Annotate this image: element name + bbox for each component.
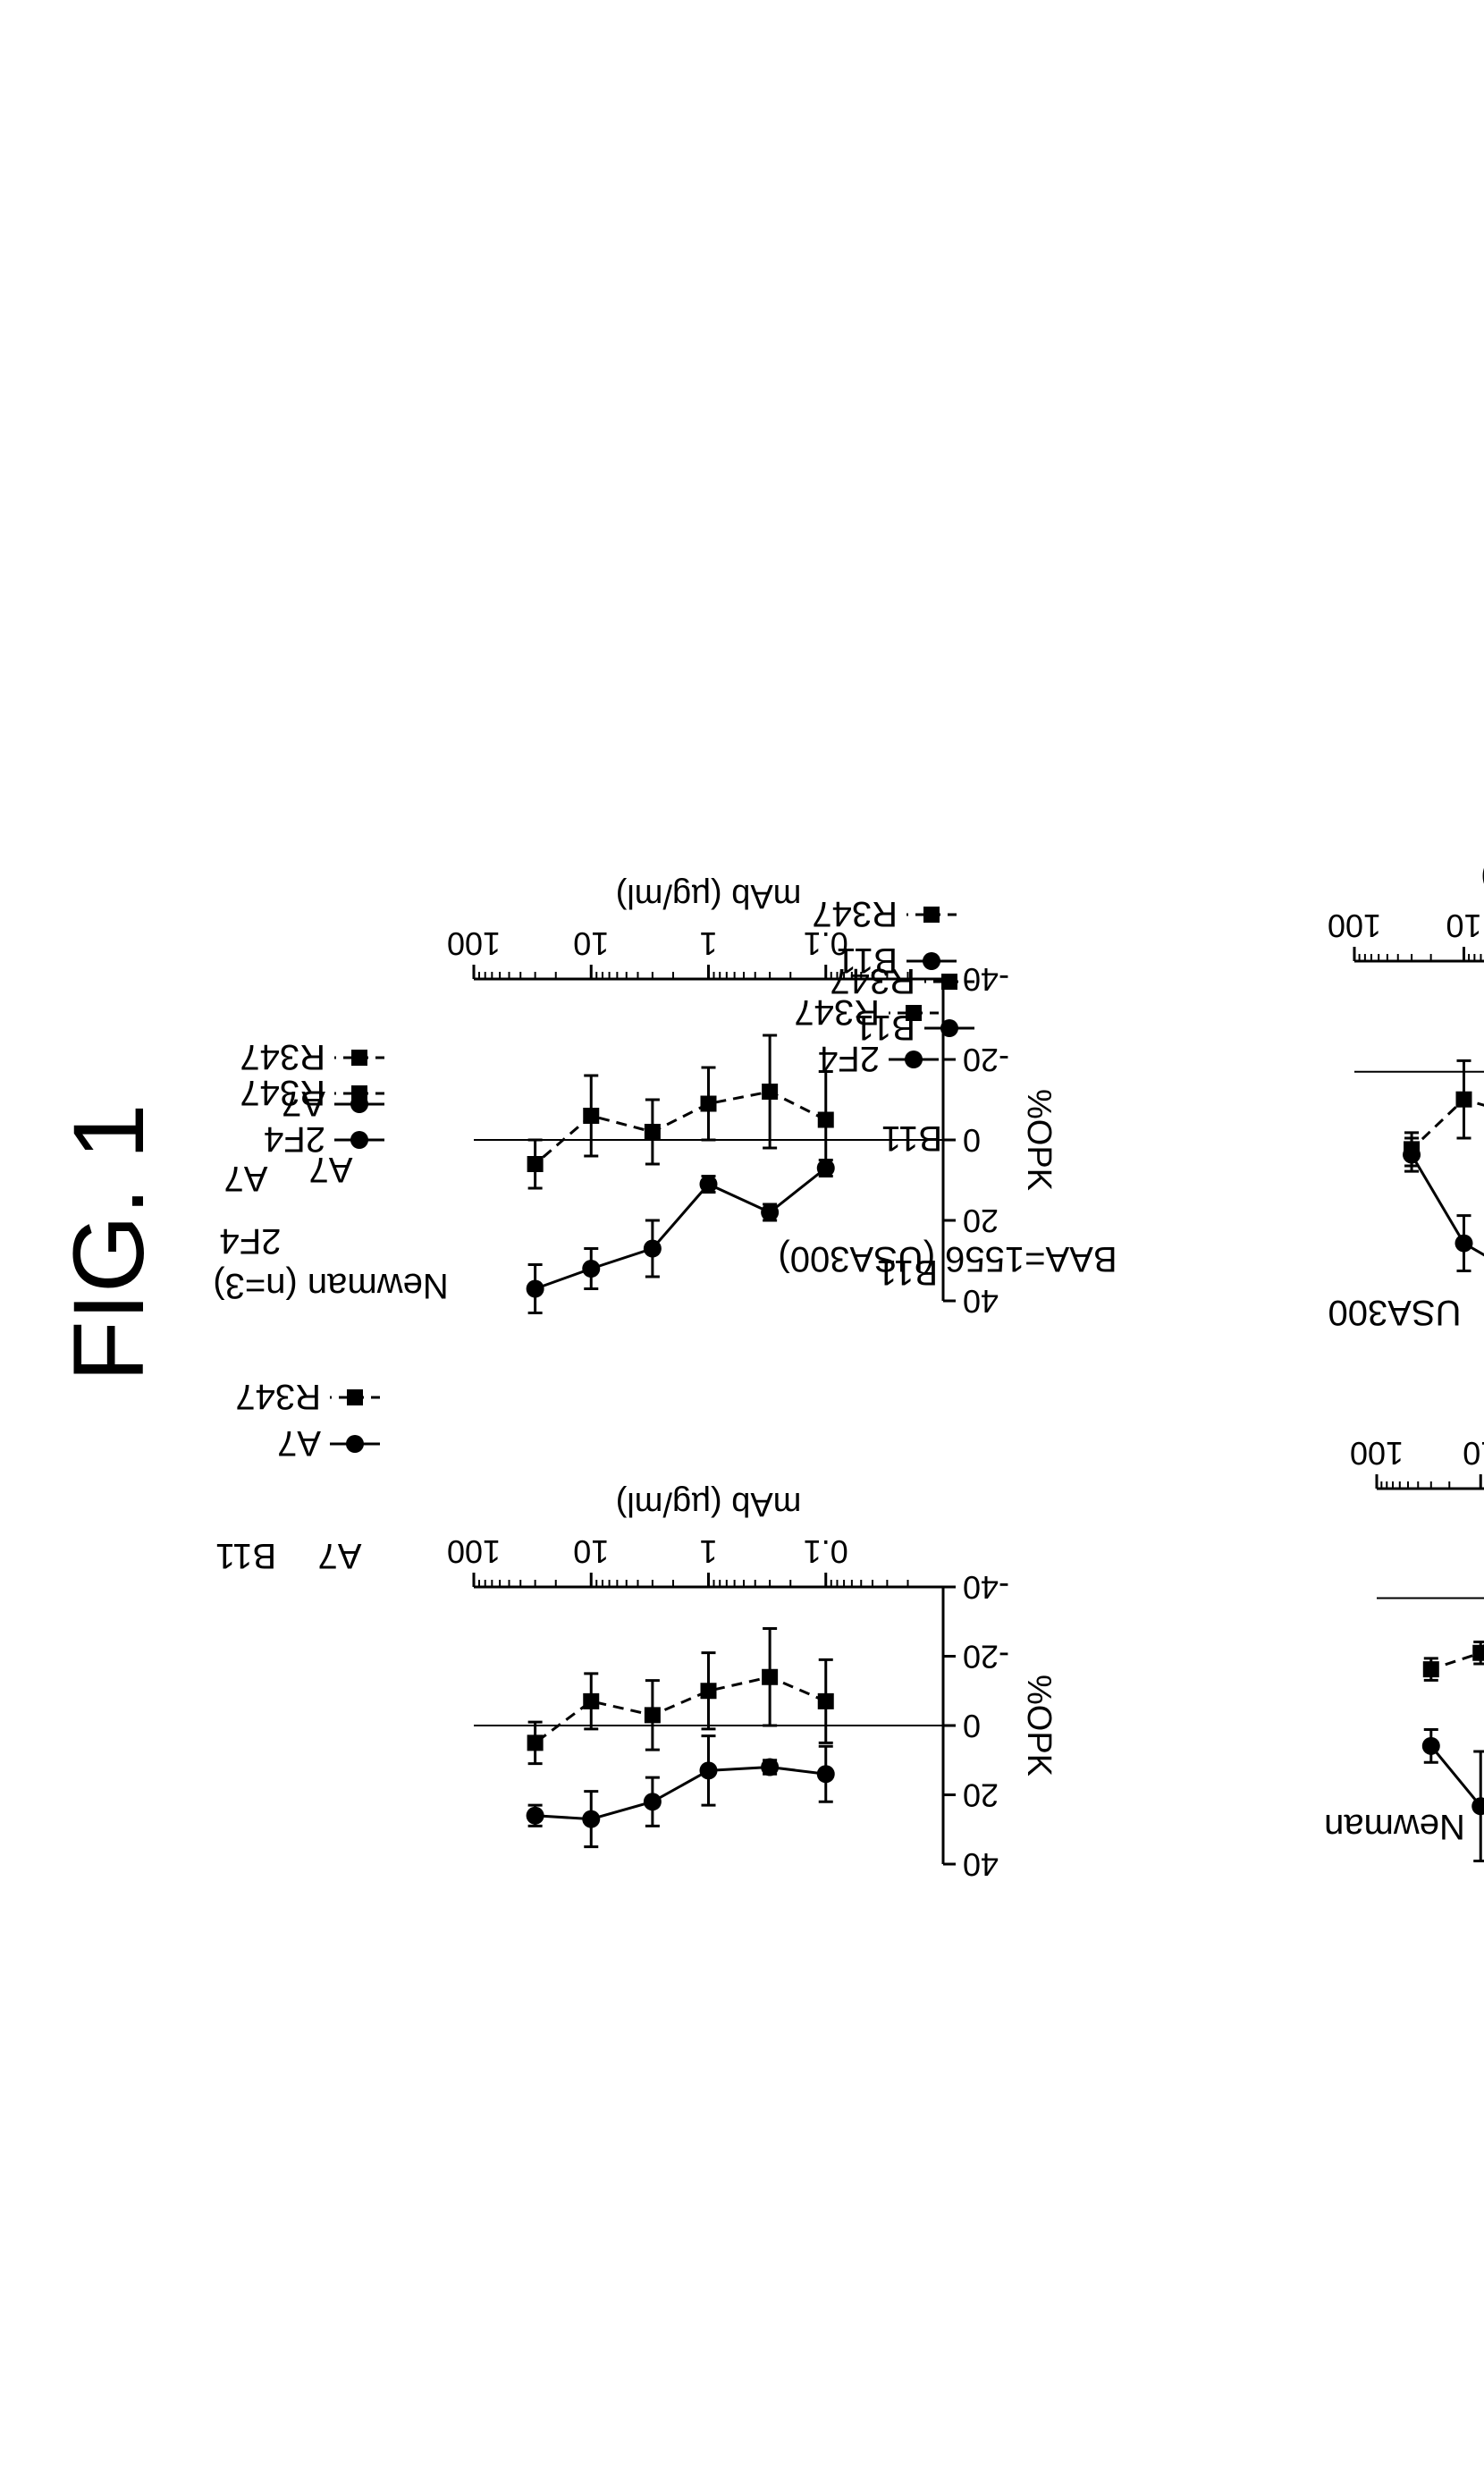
data-point-circle (700, 1761, 718, 1779)
y-tick-label: -40 (963, 1569, 1009, 1606)
data-point-square (762, 1084, 778, 1100)
y-axis-title: %OPK (1020, 1675, 1058, 1776)
x-tick-label: 100 (447, 1533, 501, 1570)
y-tick-label: -40 (963, 961, 1009, 998)
series-line-2F4 (1412, 1155, 1484, 1277)
data-point-circle (644, 1240, 662, 1258)
legend-label: B11 (855, 1008, 915, 1047)
y-tick-label: -20 (963, 1639, 1009, 1675)
plot-title-p1: B11 (215, 1536, 276, 1575)
data-point-circle (582, 1810, 600, 1828)
x-tick-label: 0.1 (804, 1533, 848, 1570)
data-point-square (1404, 1141, 1420, 1157)
data-point-circle (817, 1765, 835, 1783)
figure-title: FIG. 1 (53, 1103, 164, 1381)
legend-label: R347 (240, 1037, 325, 1076)
data-point-square (701, 1683, 717, 1699)
data-point-square (1423, 1661, 1439, 1677)
legend-marker-circle (905, 1051, 923, 1068)
legend-marker-circle (350, 1131, 368, 1149)
legend-marker-circle (923, 952, 940, 970)
legend-marker-circle (346, 1435, 364, 1453)
data-point-circle (1471, 1797, 1484, 1815)
x-tick-label: 1 (699, 1533, 717, 1570)
plot-title-p3: A7 (224, 1159, 268, 1198)
chart-p2: -2002040600.1110100mAb (µg/ml)%OPK (1350, 1387, 1484, 1945)
data-point-square (527, 1734, 544, 1751)
data-point-square (701, 1096, 717, 1112)
y-tick-label: 0 (963, 1708, 981, 1744)
data-point-circle (644, 1793, 662, 1810)
plot-subtitle-p2: Newman (n=3) (213, 1266, 448, 1305)
x-axis-title: mAb (µg/ml) (616, 877, 802, 915)
x-tick-label: 10 (1463, 1435, 1484, 1472)
x-tick-label: 10 (573, 925, 609, 962)
series-line-R347 (535, 1677, 826, 1743)
data-point-square (762, 1669, 778, 1685)
chart-p5: -2002040600.1110100mAb (µg/ml)%OPK (1328, 859, 1484, 1422)
data-point-square (1456, 1092, 1472, 1108)
x-tick-label: 100 (1350, 1435, 1404, 1472)
data-point-square (818, 1112, 834, 1128)
data-point-square (583, 1108, 599, 1124)
x-tick-label: 1 (699, 925, 717, 962)
plot-title-p4: B11 (881, 1118, 942, 1158)
strain-label-p1: Newman (1324, 1807, 1465, 1846)
legend-marker-square (941, 974, 957, 990)
y-tick-label: 20 (963, 1203, 999, 1239)
data-point-circle (582, 1260, 600, 1278)
data-point-square (645, 1124, 661, 1140)
y-tick-label: -20 (963, 1042, 1009, 1078)
y-tick-label: 40 (963, 1283, 999, 1320)
x-axis-title: mAb (µg/ml) (616, 1485, 802, 1523)
plot-title-p6: B11 (877, 1253, 938, 1292)
legend-marker-square (351, 1050, 367, 1066)
series-line-R347 (535, 1092, 826, 1164)
y-tick-label: 0 (963, 1122, 981, 1159)
data-point-square (583, 1693, 599, 1709)
data-point-circle (761, 1759, 779, 1776)
data-point-circle (761, 1203, 779, 1221)
data-point-square (818, 1693, 834, 1709)
legend-marker-circle (940, 1019, 958, 1037)
data-point-circle (527, 1807, 544, 1825)
x-tick-label: 100 (447, 925, 501, 962)
legend-label: A7 (282, 1084, 325, 1123)
plot-subtitle-p1: A7 (318, 1536, 362, 1575)
data-point-circle (1455, 1235, 1473, 1253)
data-point-square (645, 1707, 661, 1723)
x-tick-label: 10 (573, 1533, 609, 1570)
legend-p1: A7 R347 (235, 1377, 380, 1463)
series-line-R347 (1412, 1077, 1484, 1149)
legend-marker-circle (350, 1095, 368, 1113)
x-tick-label: 100 (1328, 907, 1381, 944)
legend-label: R347 (812, 894, 898, 933)
series-line-A7 (535, 1768, 826, 1819)
legend-marker-square (347, 1389, 363, 1405)
x-tick-label: 10 (1446, 907, 1481, 944)
plot-subtitle-p3: A7 (309, 1150, 353, 1189)
data-point-square (527, 1156, 544, 1172)
y-tick-label: 20 (963, 1777, 999, 1814)
data-point-circle (1422, 1737, 1440, 1755)
legend-label: R347 (235, 1377, 321, 1416)
plot-title-p2: 2F4 (220, 1221, 282, 1261)
legend-label: R347 (830, 961, 915, 1000)
x-axis-title: mAb (µg/ml) (1480, 859, 1484, 897)
y-axis-title: %OPK (1020, 1089, 1058, 1191)
legend-marker-square (923, 907, 940, 923)
data-point-square (1472, 1645, 1484, 1661)
plot-title-p5: BAA=1556 (USA300) (778, 1239, 1117, 1278)
data-point-circle (700, 1176, 718, 1194)
chart-p1: -40 -20 0 20 40 0.1 1 10 100 mAb (µg/ml) %OPK (447, 1485, 1058, 1883)
strain-label-p4: USA300 (1328, 1293, 1462, 1332)
data-point-circle (527, 1280, 544, 1298)
y-tick-label: 40 (963, 1846, 999, 1883)
legend-label: A7 (277, 1423, 321, 1463)
